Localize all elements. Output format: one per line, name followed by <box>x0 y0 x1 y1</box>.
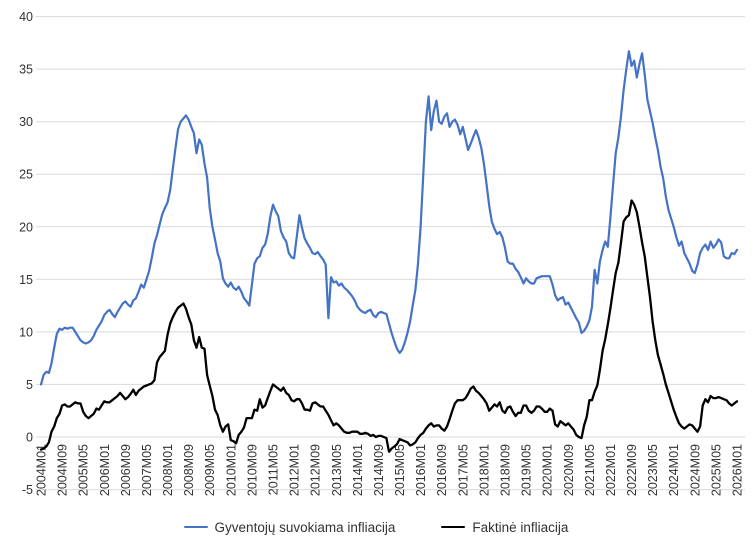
legend-item-actual-inflation: Faktinė infliacija <box>441 520 568 535</box>
x-axis-tick-label: 2011M05 <box>267 444 281 495</box>
x-axis-tick-label: 2023M05 <box>646 444 660 496</box>
x-axis-tick-label: 2007M05 <box>140 444 154 496</box>
x-axis-tick-label: 2012M01 <box>288 444 302 496</box>
chart-legend: Gyventojų suvokiama infliacija Faktinė i… <box>0 514 752 540</box>
legend-label-perceived-inflation: Gyventojų suvokiama infliacija <box>214 519 396 535</box>
x-axis-tick-label: 2017M05 <box>456 444 470 496</box>
x-axis-tick-label: 2026M01 <box>731 444 745 496</box>
x-axis-tick-label: 2020M09 <box>562 444 576 496</box>
x-axis-tick-label: 2010M01 <box>224 444 238 496</box>
x-axis-tick-label: 2024M01 <box>667 444 681 496</box>
x-axis-tick-label: 2006M09 <box>119 444 133 496</box>
x-axis-tick-label: 2018M09 <box>499 444 513 496</box>
x-axis-tick-label: 2021M05 <box>583 444 597 496</box>
y-axis-tick-label: 35 <box>19 63 33 77</box>
x-axis-tick-label: 2015M05 <box>393 444 407 496</box>
x-axis-tick-label: 2013M05 <box>330 444 344 496</box>
x-axis-tick-label: 2025M05 <box>709 444 723 496</box>
x-axis-tick-label: 2014M01 <box>351 444 365 496</box>
x-axis-tick-label: 2008M09 <box>182 444 196 496</box>
x-axis-tick-label: 2010M09 <box>245 444 259 496</box>
x-axis-tick-label: 2004M01 <box>35 444 49 496</box>
black-line-swatch-icon <box>441 525 466 529</box>
x-axis-tick-label: 2024M09 <box>688 444 702 496</box>
y-axis-tick-label: 30 <box>19 115 33 129</box>
x-axis-tick-label: 2008M01 <box>161 444 175 496</box>
y-axis-tick-label: -5 <box>22 483 33 497</box>
x-axis-tick-label: 2005M05 <box>77 444 91 496</box>
y-axis-tick-label: 15 <box>19 273 33 287</box>
x-axis-tick-label: 2012M09 <box>309 444 323 496</box>
x-axis-tick-label: 2016M01 <box>414 444 428 496</box>
actual-inflation-line <box>39 199 739 453</box>
x-axis-tick-label: 2020M01 <box>541 444 555 496</box>
y-axis-tick-label: 5 <box>26 378 33 392</box>
y-axis-tick-label: 10 <box>19 325 33 339</box>
x-axis-tick-label: 2009M05 <box>203 444 217 496</box>
x-axis-tick-label: 2018M01 <box>477 444 491 496</box>
legend-item-perceived-inflation: Gyventojų suvokiama infliacija <box>183 519 396 535</box>
legend-label-actual-inflation: Faktinė infliacija <box>472 519 569 535</box>
x-axis-tick-label: 2019M05 <box>520 444 534 496</box>
x-axis-tick-label: 2016M09 <box>435 444 449 496</box>
x-axis-tick-label: 2022M01 <box>604 444 618 496</box>
x-axis-tick-label: 2022M09 <box>625 444 639 496</box>
perceived-inflation-line <box>39 50 739 386</box>
x-axis-tick-label: 2006M01 <box>98 444 112 496</box>
x-axis-tick-label: 2014M09 <box>372 444 386 496</box>
blue-line-swatch-icon <box>183 525 208 529</box>
y-axis-tick-label: 0 <box>26 431 33 445</box>
y-axis-tick-label: 40 <box>19 10 33 24</box>
x-axis-tick-label: 2004M09 <box>56 444 70 496</box>
y-axis-tick-label: 25 <box>19 168 33 182</box>
y-axis-tick-label: 20 <box>19 220 33 234</box>
